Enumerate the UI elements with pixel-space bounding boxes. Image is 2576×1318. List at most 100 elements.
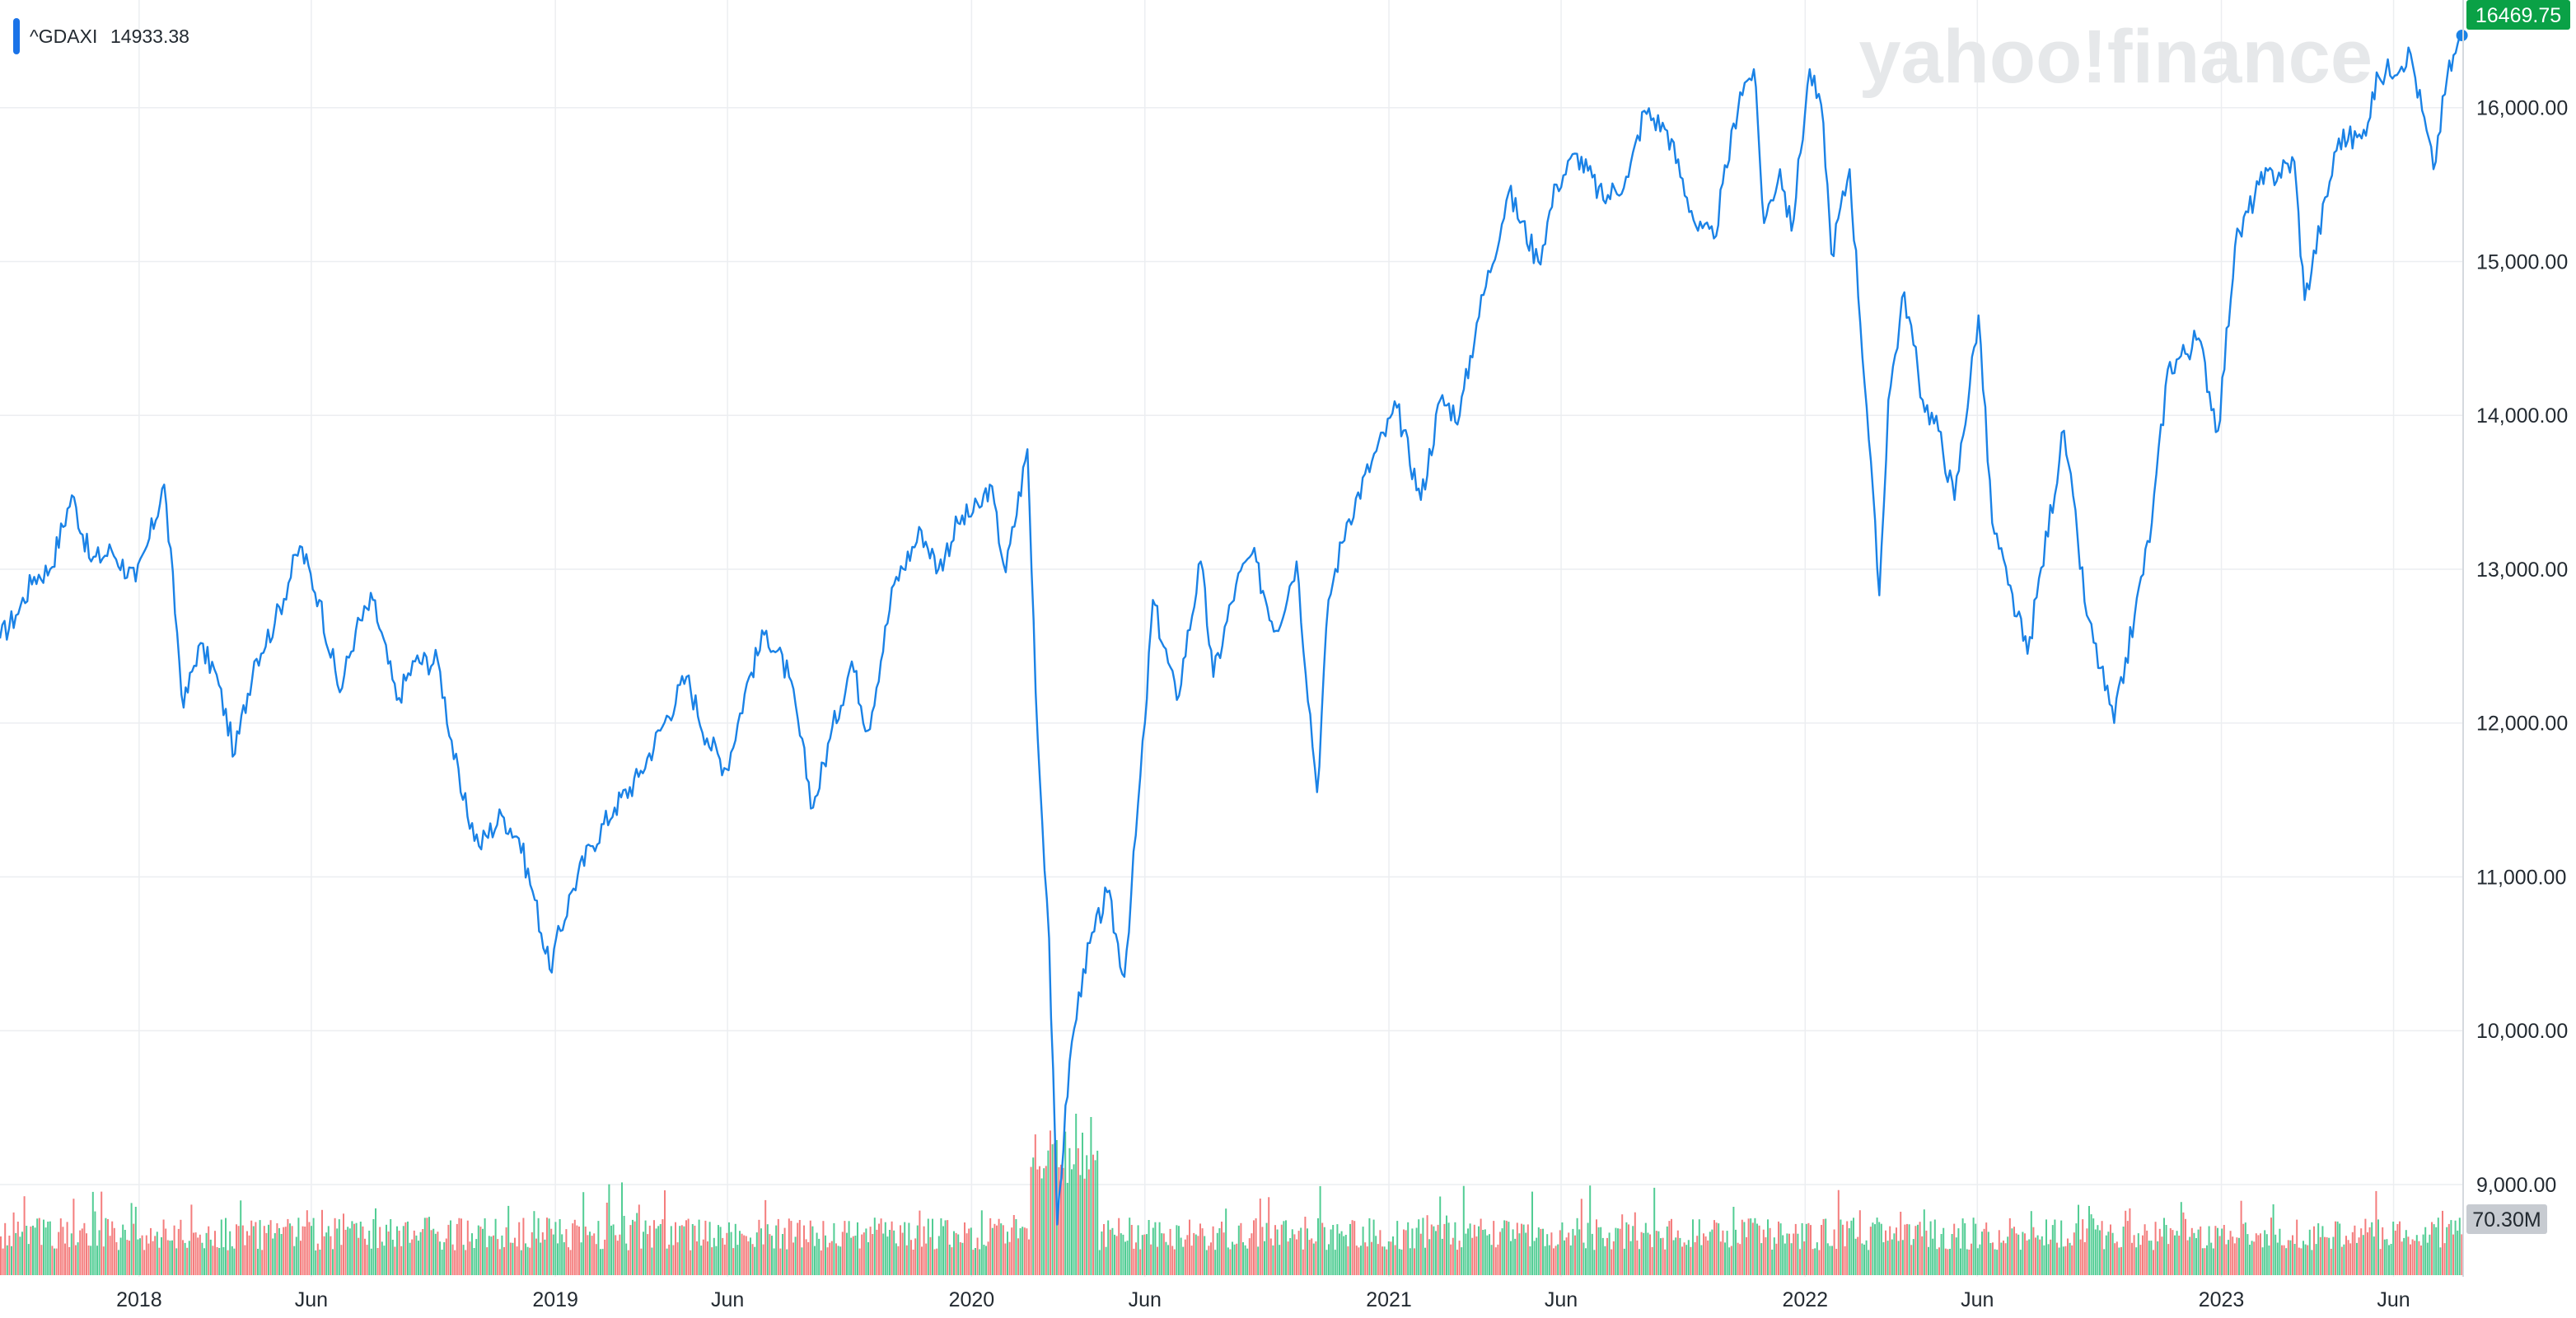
volume-bar bbox=[2174, 1235, 2176, 1275]
volume-bar bbox=[1953, 1223, 1956, 1275]
volume-bar bbox=[1232, 1241, 1233, 1275]
volume-bar bbox=[2313, 1226, 2315, 1275]
volume-bar bbox=[648, 1225, 651, 1275]
volume-bar bbox=[1569, 1245, 1572, 1275]
volume-bar bbox=[1676, 1230, 1679, 1275]
volume-bar bbox=[175, 1248, 178, 1275]
volume-bar bbox=[454, 1250, 456, 1275]
volume-bar bbox=[1302, 1249, 1304, 1275]
volume-bar bbox=[764, 1199, 767, 1275]
volume-bar bbox=[143, 1250, 146, 1275]
volume-bar bbox=[1801, 1222, 1803, 1275]
volume-bar bbox=[987, 1241, 989, 1275]
volume-bar bbox=[582, 1192, 585, 1275]
volume-bar bbox=[691, 1224, 694, 1275]
volume-bar bbox=[970, 1227, 972, 1275]
volume-bar bbox=[2420, 1246, 2422, 1275]
volume-bar bbox=[1304, 1217, 1307, 1275]
volume-bar bbox=[171, 1240, 173, 1275]
volume-bar bbox=[19, 1236, 21, 1275]
volume-bar bbox=[670, 1226, 672, 1275]
volume-bar bbox=[1090, 1117, 1092, 1275]
volume-bar bbox=[889, 1230, 891, 1275]
volume-bar bbox=[2251, 1241, 2253, 1275]
volume-bar bbox=[40, 1245, 43, 1275]
volume-bar bbox=[1981, 1232, 1983, 1275]
volume-bar bbox=[1319, 1185, 1321, 1275]
volume-bar bbox=[2274, 1234, 2277, 1275]
volume-bar bbox=[141, 1235, 143, 1275]
volume-bar bbox=[1901, 1240, 1904, 1275]
volume-bar bbox=[503, 1247, 505, 1275]
volume-bar bbox=[2135, 1247, 2138, 1275]
volume-bar bbox=[1377, 1244, 1379, 1275]
volume-bar bbox=[964, 1222, 965, 1275]
volume-bar bbox=[418, 1241, 419, 1275]
volume-bar bbox=[1807, 1222, 1810, 1275]
volume-bar bbox=[2035, 1237, 2036, 1275]
volume-bar bbox=[182, 1240, 184, 1275]
volume-bar bbox=[289, 1223, 291, 1275]
volume-bar bbox=[2004, 1243, 2007, 1275]
volume-bar bbox=[561, 1234, 563, 1275]
volume-bar bbox=[820, 1250, 822, 1275]
volume-bar bbox=[2410, 1244, 2411, 1275]
volume-bar bbox=[584, 1227, 587, 1275]
volume-bar bbox=[1636, 1240, 1639, 1275]
y-tick-label: 11,000.00 bbox=[2476, 866, 2566, 889]
volume-bar bbox=[1109, 1229, 1111, 1275]
volume-bar bbox=[59, 1218, 62, 1275]
volume-bar bbox=[2062, 1246, 2064, 1275]
volume-bar bbox=[1054, 1143, 1056, 1275]
volume-bar bbox=[316, 1243, 319, 1275]
volume-bar bbox=[2418, 1241, 2420, 1275]
volume-bar bbox=[36, 1218, 39, 1275]
volume-bar bbox=[1083, 1178, 1086, 1275]
volume-bar bbox=[711, 1247, 713, 1275]
volume-bar bbox=[1653, 1187, 1656, 1275]
volume-bar bbox=[147, 1243, 150, 1275]
volume-bar bbox=[319, 1250, 321, 1275]
y-tick-label: 14,000.00 bbox=[2476, 404, 2568, 428]
volume-bar bbox=[1375, 1236, 1377, 1275]
volume-bars bbox=[0, 1114, 2463, 1276]
volume-bar bbox=[811, 1226, 814, 1275]
volume-bar bbox=[1040, 1178, 1043, 1275]
volume-bar bbox=[1043, 1168, 1045, 1275]
volume-bar bbox=[2228, 1240, 2229, 1275]
volume-bar bbox=[2442, 1210, 2443, 1275]
volume-bar bbox=[2358, 1237, 2360, 1275]
volume-bar bbox=[2115, 1241, 2118, 1275]
volume-bar bbox=[1221, 1222, 1223, 1275]
volume-bar bbox=[21, 1232, 23, 1275]
volume-bar bbox=[428, 1217, 430, 1275]
volume-bar bbox=[2082, 1219, 2084, 1275]
volume-bar bbox=[2272, 1204, 2274, 1275]
volume-bar bbox=[1167, 1245, 1169, 1275]
volume-bar bbox=[805, 1239, 807, 1275]
volume-bar bbox=[2051, 1225, 2054, 1275]
volume-bar bbox=[825, 1235, 826, 1275]
volume-bar bbox=[173, 1225, 175, 1275]
volume-bar bbox=[730, 1232, 732, 1275]
volume-bar bbox=[905, 1245, 908, 1275]
volume-bar bbox=[2139, 1245, 2142, 1275]
volume-bar bbox=[1971, 1243, 1972, 1275]
volume-bar bbox=[1715, 1222, 1718, 1275]
volume-bar bbox=[1872, 1222, 1874, 1275]
volume-bar bbox=[1947, 1249, 1949, 1275]
volume-bar bbox=[1045, 1166, 1047, 1275]
volume-bar bbox=[475, 1239, 478, 1275]
volume-bar bbox=[1362, 1227, 1364, 1275]
x-tick-label: 2021 bbox=[1366, 1288, 1412, 1311]
volume-bar bbox=[1332, 1225, 1335, 1275]
volume-bar bbox=[1178, 1226, 1180, 1275]
volume-bar bbox=[1253, 1220, 1255, 1275]
volume-bar bbox=[411, 1239, 414, 1275]
volume-bar bbox=[1297, 1231, 1300, 1275]
volume-bar bbox=[2142, 1235, 2144, 1275]
volume-bar bbox=[269, 1220, 272, 1275]
volume-bar bbox=[1435, 1231, 1437, 1275]
volume-bar bbox=[1248, 1238, 1251, 1275]
volume-bar bbox=[685, 1220, 687, 1275]
